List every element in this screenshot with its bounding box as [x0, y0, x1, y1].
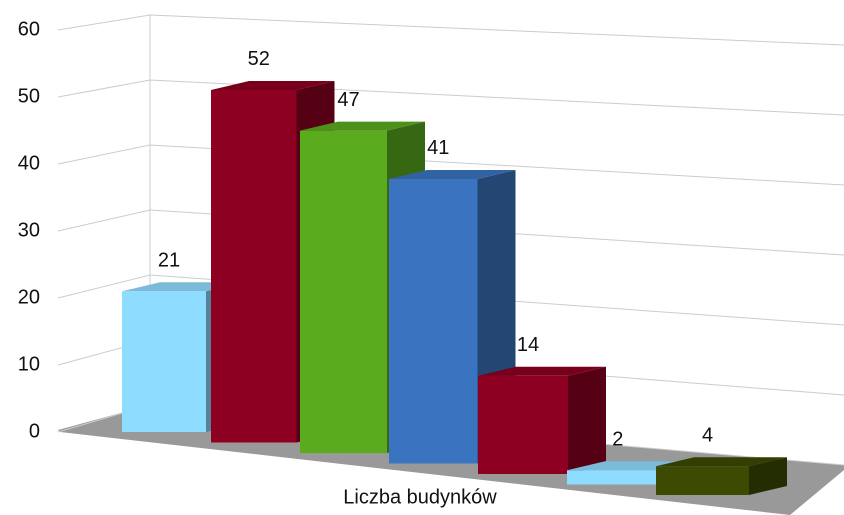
y-tick-label: 60	[18, 18, 40, 40]
bar-front	[211, 89, 297, 443]
bar-side	[749, 457, 787, 495]
bar-top	[656, 457, 787, 467]
y-tick-label: 30	[18, 219, 40, 241]
data-label: 4	[702, 425, 713, 447]
grid-line	[57, 209, 844, 256]
y-tick-label: 50	[18, 85, 40, 107]
y-tick-label: 20	[18, 286, 40, 308]
y-tick-label: 40	[18, 152, 40, 174]
bar-front	[300, 130, 387, 453]
bar-front	[567, 470, 659, 485]
bar-top	[389, 169, 516, 179]
grid-line	[57, 14, 844, 46]
bar-front	[478, 375, 568, 474]
bar-side	[568, 366, 606, 474]
grid-line	[57, 274, 844, 326]
data-label: 47	[337, 89, 359, 111]
bar-top	[300, 121, 425, 131]
bar-front	[389, 178, 478, 464]
bar-top	[211, 80, 335, 90]
data-label: 14	[517, 334, 539, 356]
grid-line	[57, 79, 844, 116]
bar-front	[656, 466, 749, 495]
data-label: 21	[158, 250, 180, 272]
y-tick-label: 0	[29, 420, 40, 442]
bar	[478, 366, 606, 474]
grid-line	[57, 144, 844, 186]
data-label: 41	[427, 137, 449, 159]
bar-front	[122, 291, 206, 432]
y-tick-label: 10	[18, 353, 40, 375]
bar	[656, 457, 787, 495]
bar-top	[478, 366, 606, 376]
data-label: 52	[248, 48, 270, 70]
x-axis-label: Liczba budynków	[343, 486, 497, 508]
data-label: 2	[612, 429, 623, 451]
